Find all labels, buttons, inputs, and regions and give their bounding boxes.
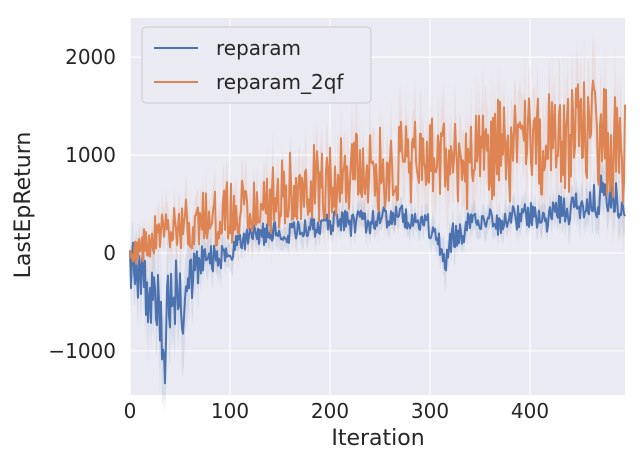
x-axis-label: Iteration xyxy=(331,426,424,451)
series-line-reparam xyxy=(129,174,626,385)
legend: reparam reparam_2qf xyxy=(141,26,372,104)
y-tick-label: 0 xyxy=(103,241,116,265)
y-axis-label: LastEpReturn xyxy=(11,132,36,279)
y-tick-label: 2000 xyxy=(65,45,116,69)
x-tick-label: 100 xyxy=(211,399,249,423)
series-line-reparam-2qf xyxy=(129,79,626,265)
y-tick-label: −1000 xyxy=(48,339,116,363)
x-tick-label: 0 xyxy=(124,399,137,423)
legend-box xyxy=(141,26,372,104)
legend-label-reparam-2qf: reparam_2qf xyxy=(216,70,344,94)
y-tick-label: 1000 xyxy=(65,143,116,167)
x-tick-label: 300 xyxy=(411,399,449,423)
x-tick-label: 200 xyxy=(311,399,349,423)
legend-label-reparam: reparam xyxy=(216,36,301,60)
x-tick-label: 400 xyxy=(511,399,549,423)
